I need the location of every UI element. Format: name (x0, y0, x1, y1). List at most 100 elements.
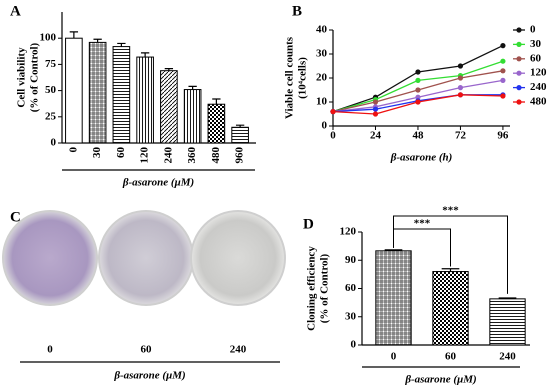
x-tick-label: 60 (115, 147, 127, 159)
point (500, 43, 506, 49)
point (500, 68, 506, 74)
x-tick-label: 480 (210, 147, 222, 164)
x-tick-label: 48 (412, 130, 424, 142)
dish (190, 210, 286, 306)
x-tick-label: 360 (186, 147, 198, 164)
legend-marker (516, 99, 522, 105)
y-axis-label: (% of Control) (319, 253, 331, 323)
y-tick-label: 60 (345, 282, 357, 294)
legend-label: 60 (530, 52, 542, 64)
error-bar (69, 31, 79, 39)
point (457, 85, 464, 91)
error-bar (188, 85, 197, 90)
y-tick-label: 50 (45, 84, 57, 96)
legend-marker (516, 56, 522, 62)
x-tick-label: 240 (230, 344, 247, 356)
legend-label: 0 (530, 24, 536, 36)
y-axis-label: Cloning efficiency (306, 246, 318, 331)
error-bar (93, 38, 102, 43)
y-tick-label: 100 (40, 32, 57, 44)
point (500, 93, 506, 99)
bar (432, 271, 469, 346)
point (415, 94, 421, 100)
y-tick-label: 0 (51, 137, 57, 149)
error-bar (140, 52, 150, 58)
annotation: *** (414, 218, 431, 230)
panel-letter: D (303, 216, 314, 232)
x-tick-label: 30 (91, 147, 103, 159)
y-tick-label: 20 (316, 72, 328, 84)
x-tick-label: 240 (499, 351, 516, 363)
legend-label: 30 (530, 38, 542, 50)
point (457, 75, 464, 81)
x-tick-label: 0 (67, 147, 79, 153)
bar (489, 298, 526, 346)
x-axis-label: β-asarone (h) (390, 152, 453, 164)
point (372, 99, 379, 105)
legend-label: 240 (530, 81, 547, 93)
point (415, 69, 421, 75)
point (500, 77, 506, 83)
y-axis-label: (% of Control) (29, 42, 41, 112)
bar (112, 46, 131, 144)
y-tick-label: 0 (322, 120, 328, 132)
bar (65, 37, 83, 144)
x-tick-label: 240 (162, 147, 174, 164)
x-axis-label: β-asarone (μM) (122, 177, 194, 189)
y-axis-label: Cell viability (16, 47, 28, 108)
x-tick-label: 96 (497, 130, 509, 142)
x-tick-label: 60 (445, 351, 457, 363)
y-tick-label: 0 (351, 339, 357, 351)
bar (375, 250, 412, 346)
x-tick-label: 60 (141, 344, 153, 356)
y-tick-label: 90 (345, 254, 357, 266)
significance-bracket (393, 215, 508, 294)
dish (2, 210, 98, 306)
y-axis-label: Viable cell counts (284, 36, 296, 119)
point (372, 111, 379, 117)
x-tick-label: 0 (47, 344, 53, 356)
x-axis-label: β-asarone (μM) (113, 370, 185, 382)
legend-label: 120 (530, 67, 547, 79)
y-axis-label: (10⁴cells) (297, 57, 309, 99)
panel-letter: B (292, 3, 302, 19)
error-bar (164, 67, 174, 71)
legend-marker (516, 27, 522, 33)
error-bar (441, 268, 460, 272)
error-bar (384, 249, 403, 251)
x-tick-label: 72 (455, 130, 467, 142)
y-tick-label: 120 (340, 226, 357, 238)
x-tick-label: 120 (139, 147, 151, 164)
point (372, 106, 379, 112)
x-tick-label: 24 (370, 130, 382, 142)
bar (136, 56, 154, 144)
panel-letter: A (10, 3, 21, 19)
point (500, 58, 506, 64)
point (415, 99, 421, 105)
error-bar (498, 297, 517, 299)
point (330, 109, 336, 115)
bar (88, 41, 107, 144)
legend-label: 480 (530, 96, 547, 108)
bar (231, 126, 249, 144)
point (415, 87, 421, 93)
error-bar (117, 42, 126, 47)
x-tick-label: 0 (330, 130, 336, 142)
annotation: *** (442, 205, 459, 217)
error-bar (212, 98, 221, 105)
point (457, 63, 464, 69)
bar (160, 70, 178, 144)
dish (98, 210, 194, 306)
y-tick-label: 30 (345, 310, 357, 322)
y-tick-label: 25 (45, 110, 57, 122)
y-tick-label: 40 (316, 24, 328, 36)
x-tick-label: 960 (234, 147, 246, 164)
bar (207, 103, 226, 144)
point (415, 77, 421, 83)
legend-marker (516, 41, 522, 48)
y-tick-label: 75 (45, 58, 57, 70)
y-tick-label: 30 (316, 48, 328, 60)
panel-letter: C (10, 209, 21, 225)
x-tick-label: 0 (391, 351, 397, 363)
